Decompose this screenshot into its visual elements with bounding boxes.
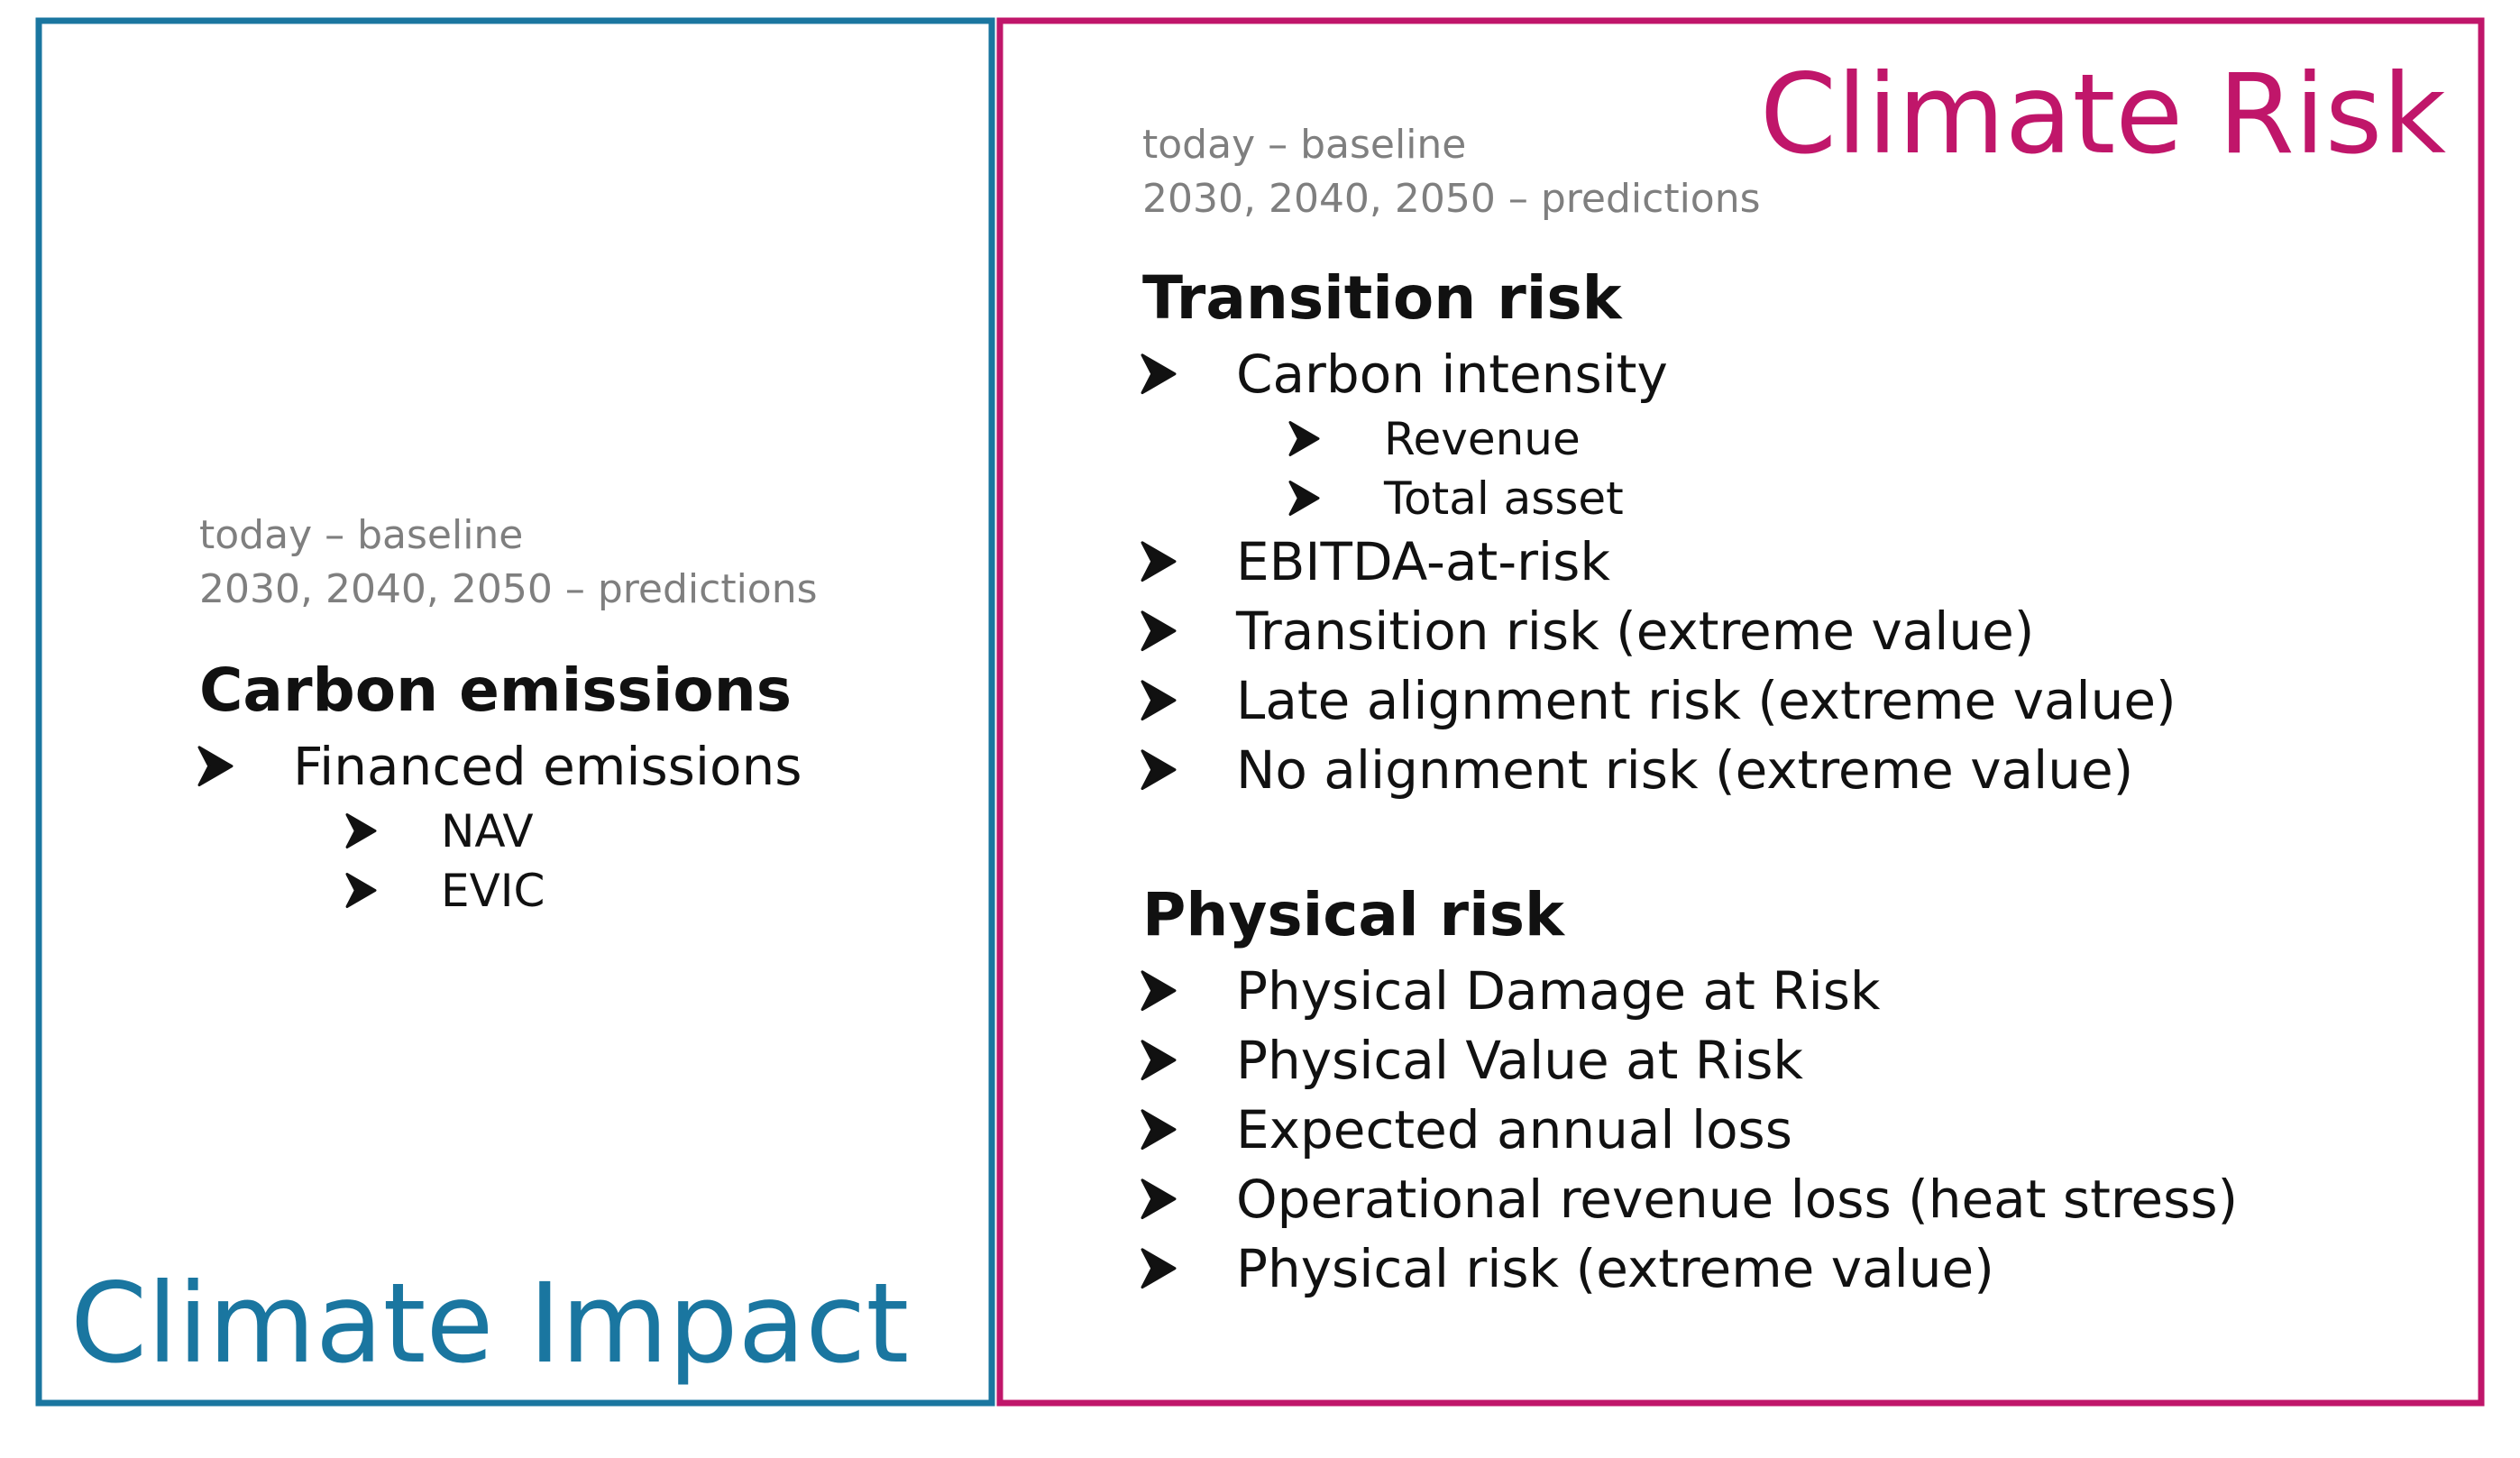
bullet-arrow — [1141, 1248, 1177, 1289]
note: today – baseline — [1142, 122, 1466, 168]
list-item: Physical risk (extreme value) — [1236, 1238, 1994, 1299]
bullet-arrow — [1141, 970, 1177, 1012]
list-item: Operational revenue loss (heat stress) — [1236, 1169, 2238, 1230]
list-item: Late alignment risk (extreme value) — [1236, 670, 2176, 731]
sub-item: EVIC — [441, 865, 545, 917]
bullet-arrow — [1141, 680, 1177, 721]
bullet-arrow — [1288, 421, 1320, 456]
list-item: Physical Value at Risk — [1236, 1030, 1803, 1091]
list-item: Physical Damage at Risk — [1236, 960, 1881, 1022]
list-item: No alignment risk (extreme value) — [1236, 739, 2133, 801]
sub-item: Revenue — [1384, 413, 1581, 465]
bullet-arrow — [1141, 1178, 1177, 1220]
list-item: Financed emissions — [293, 736, 802, 797]
section-heading: Carbon emissions — [199, 656, 792, 725]
risk-panel — [996, 17, 2485, 1407]
note: today – baseline — [199, 512, 523, 558]
list-item: Carbon intensity — [1236, 344, 1668, 405]
bullet-arrow — [1141, 610, 1177, 652]
impact-title: Climate Impact — [70, 1260, 909, 1388]
bullet-arrow — [197, 746, 234, 787]
bullet-arrow — [345, 873, 377, 908]
section-heading: Transition risk — [1142, 263, 1624, 333]
sub-item: Total asset — [1383, 472, 1624, 525]
bullet-arrow — [1141, 1040, 1177, 1081]
section-heading: Physical risk — [1142, 880, 1566, 949]
bullet-arrow — [1141, 749, 1177, 791]
bullet-arrow — [1288, 481, 1320, 516]
note: 2030, 2040, 2050 – predictions — [1142, 176, 1761, 222]
list-item: EBITDA-at-risk — [1236, 531, 1610, 592]
risk-title: Climate Risk — [1760, 50, 2446, 179]
bullet-arrow — [1141, 541, 1177, 582]
note: 2030, 2040, 2050 – predictions — [199, 566, 818, 612]
bullet-arrow — [345, 813, 377, 848]
bullet-arrow — [1141, 1109, 1177, 1151]
list-item: Expected annual loss — [1236, 1099, 1792, 1160]
impact-panel — [35, 17, 995, 1407]
bullet-arrow — [1141, 353, 1177, 395]
sub-item: NAV — [441, 805, 534, 857]
list-item: Transition risk (extreme value) — [1235, 601, 2034, 662]
